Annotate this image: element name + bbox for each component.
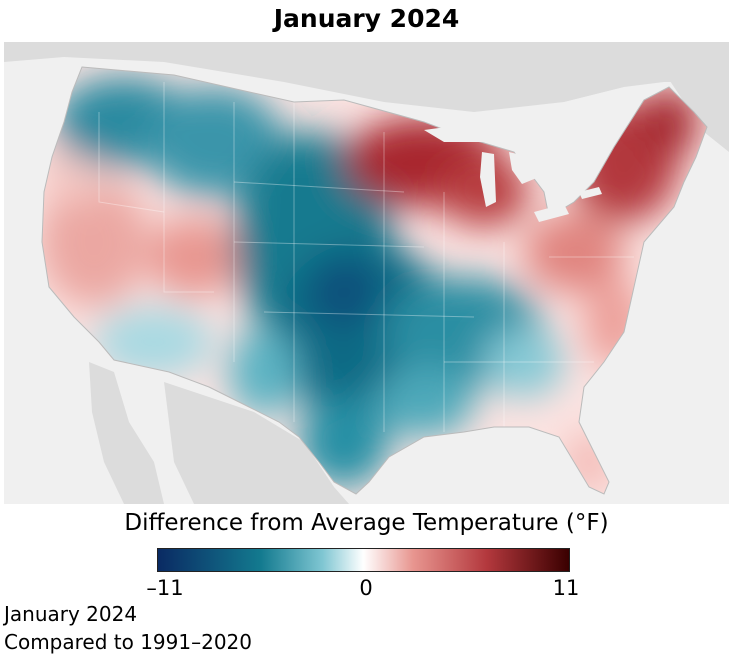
legend-tick-max: 11	[552, 576, 580, 600]
surrounding-land	[4, 42, 729, 504]
us-outline	[41, 66, 708, 495]
great-lakes	[424, 124, 602, 222]
caption-period: January 2024	[4, 602, 138, 626]
legend-tick-min: –11	[146, 576, 184, 600]
legend-tick-zero: 0	[359, 576, 373, 600]
map-title: January 2024	[273, 4, 460, 33]
map-svg	[4, 42, 729, 504]
color-scale-bar	[157, 548, 570, 572]
anomaly-map	[4, 42, 729, 504]
legend-title: Difference from Average Temperature (°F)	[124, 510, 609, 536]
caption-baseline: Compared to 1991–2020	[4, 630, 253, 654]
